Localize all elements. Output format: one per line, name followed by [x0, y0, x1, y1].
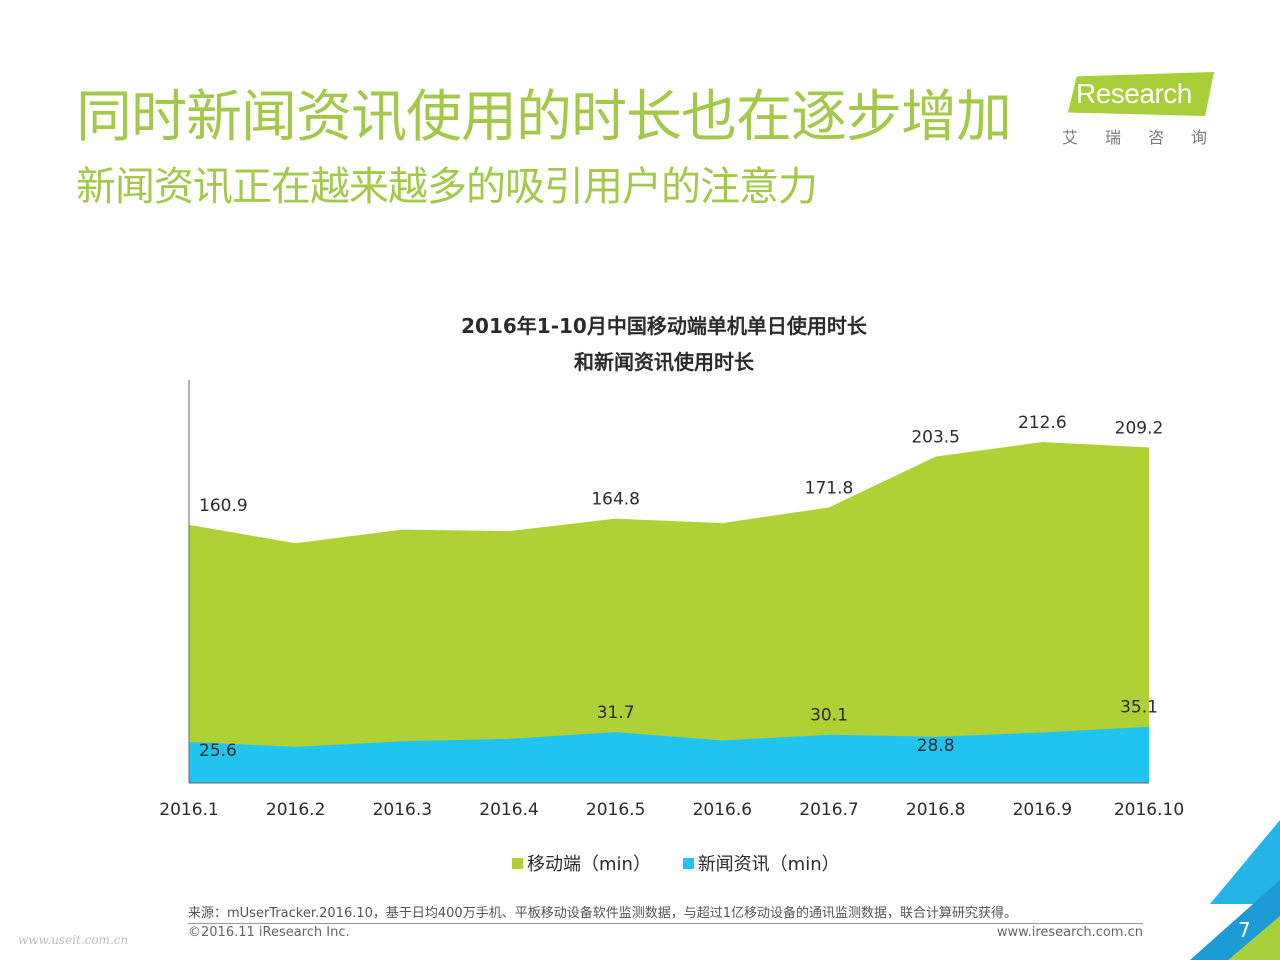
x-tick-label: 2016.8 — [906, 800, 965, 820]
x-tick-label: 2016.2 — [266, 800, 325, 820]
legend-item-mobile: 移动端（min） — [512, 850, 651, 876]
copyright: ©2016.11 iResearch Inc. — [188, 925, 350, 940]
legend-label-news: 新闻资讯（min） — [697, 854, 840, 875]
data-label: 164.8 — [591, 490, 640, 510]
data-label: 160.9 — [199, 496, 248, 516]
x-tick-label: 2016.3 — [373, 800, 432, 820]
footer-divider — [188, 923, 1143, 924]
x-tick-label: 2016.1 — [159, 800, 218, 820]
x-tick-label: 2016.4 — [479, 800, 538, 820]
data-label: 209.2 — [1115, 418, 1164, 438]
area-series-mobile — [189, 441, 1149, 783]
x-tick-label: 2016.6 — [693, 800, 752, 820]
chart-title-line1: 2016年1-10月中国移动端单机单日使用时长 — [461, 314, 867, 338]
x-tick-label: 2016.5 — [586, 800, 645, 820]
logo-mark: i — [1058, 74, 1067, 107]
source-note: 来源：mUserTracker.2016.10，基于日均400万手机、平板移动设… — [188, 906, 1017, 921]
watermark: www.useit.com.cn — [18, 933, 129, 947]
x-tick-label: 2016.10 — [1114, 800, 1184, 820]
data-label: 30.1 — [810, 706, 848, 726]
page-title: 同时新闻资讯使用的时长也在逐步增加 — [76, 85, 1012, 150]
legend-label-mobile: 移动端（min） — [527, 854, 651, 875]
logo-band — [1068, 72, 1214, 116]
data-label: 203.5 — [911, 428, 960, 448]
area-series-news — [189, 726, 1149, 783]
data-label: 25.6 — [199, 741, 237, 761]
legend-item-news: 新闻资讯（min） — [682, 850, 840, 876]
chart-title-line2: 和新闻资讯使用时长 — [574, 350, 754, 374]
page-number: 7 — [1238, 918, 1251, 942]
website-url: www.iresearch.com.cn — [996, 925, 1143, 940]
legend-swatch-mobile — [512, 857, 523, 869]
logo-chinese-name: 艾瑞咨询 — [1062, 128, 1235, 147]
data-label: 28.8 — [917, 736, 955, 756]
page-subtitle: 新闻资讯正在越来越多的吸引用户的注意力 — [76, 164, 818, 210]
iresearch-logo: i Research 艾瑞咨询 — [1058, 66, 1222, 148]
chart-legend: 移动端（min） 新闻资讯（min） — [512, 850, 866, 876]
data-label: 171.8 — [805, 478, 854, 498]
corner-decoration — [1190, 820, 1280, 960]
data-label: 31.7 — [597, 703, 635, 723]
data-label: 212.6 — [1018, 413, 1067, 433]
area-chart: 2016.1 2016.2 2016.3 2016.4 2016.5 2016.6 2016… — [159, 380, 1184, 820]
x-tick-label: 2016.9 — [1013, 800, 1072, 820]
legend-swatch-news — [682, 857, 694, 869]
data-label: 35.1 — [1120, 698, 1158, 718]
x-tick-label: 2016.7 — [799, 800, 858, 820]
logo-name: Research — [1076, 78, 1192, 109]
